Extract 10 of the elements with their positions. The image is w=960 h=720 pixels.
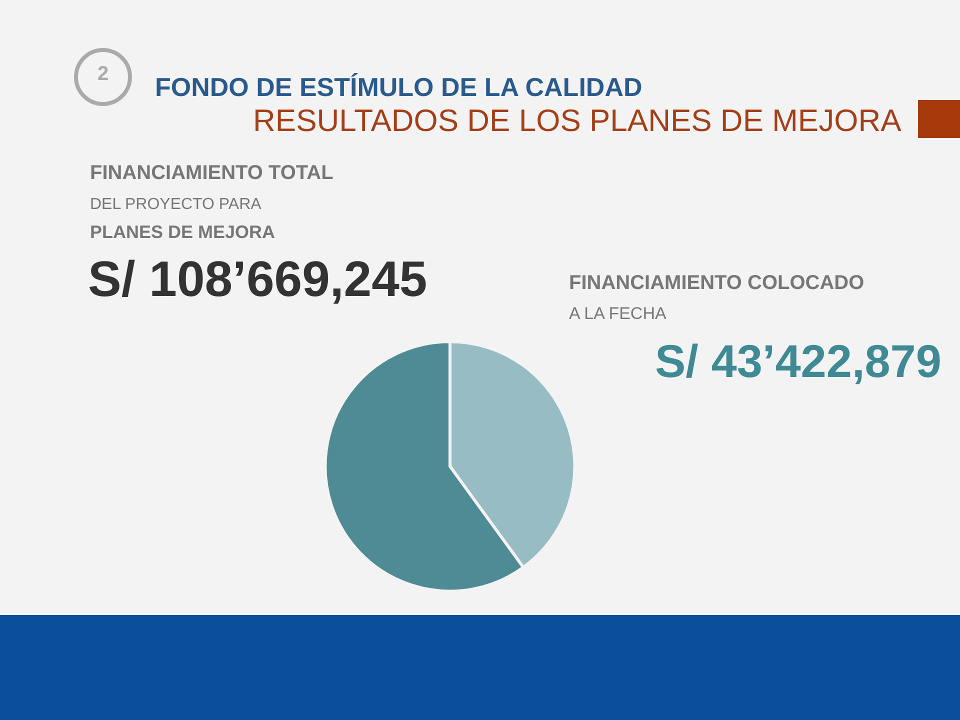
chart-title: FONDO DE ESTÍMULO DE LA CALIDAD <box>155 72 642 103</box>
text: A LA FECHA <box>569 304 666 324</box>
text: 2 <box>96 63 110 86</box>
text: DEL PROYECTO PARA <box>90 196 262 214</box>
text: S/ 43’422,879 <box>655 334 942 388</box>
text: FINANCIAMIENTO TOTAL <box>90 162 334 185</box>
text: PLANES DE MEJORA <box>90 222 276 243</box>
chart-subtitle: RESULTADOS DE LOS PLANES DE MEJORA <box>253 103 902 139</box>
text: FINANCIAMIENTO COLOCADO <box>569 272 864 295</box>
text: S/ 108’669,245 <box>88 250 428 308</box>
